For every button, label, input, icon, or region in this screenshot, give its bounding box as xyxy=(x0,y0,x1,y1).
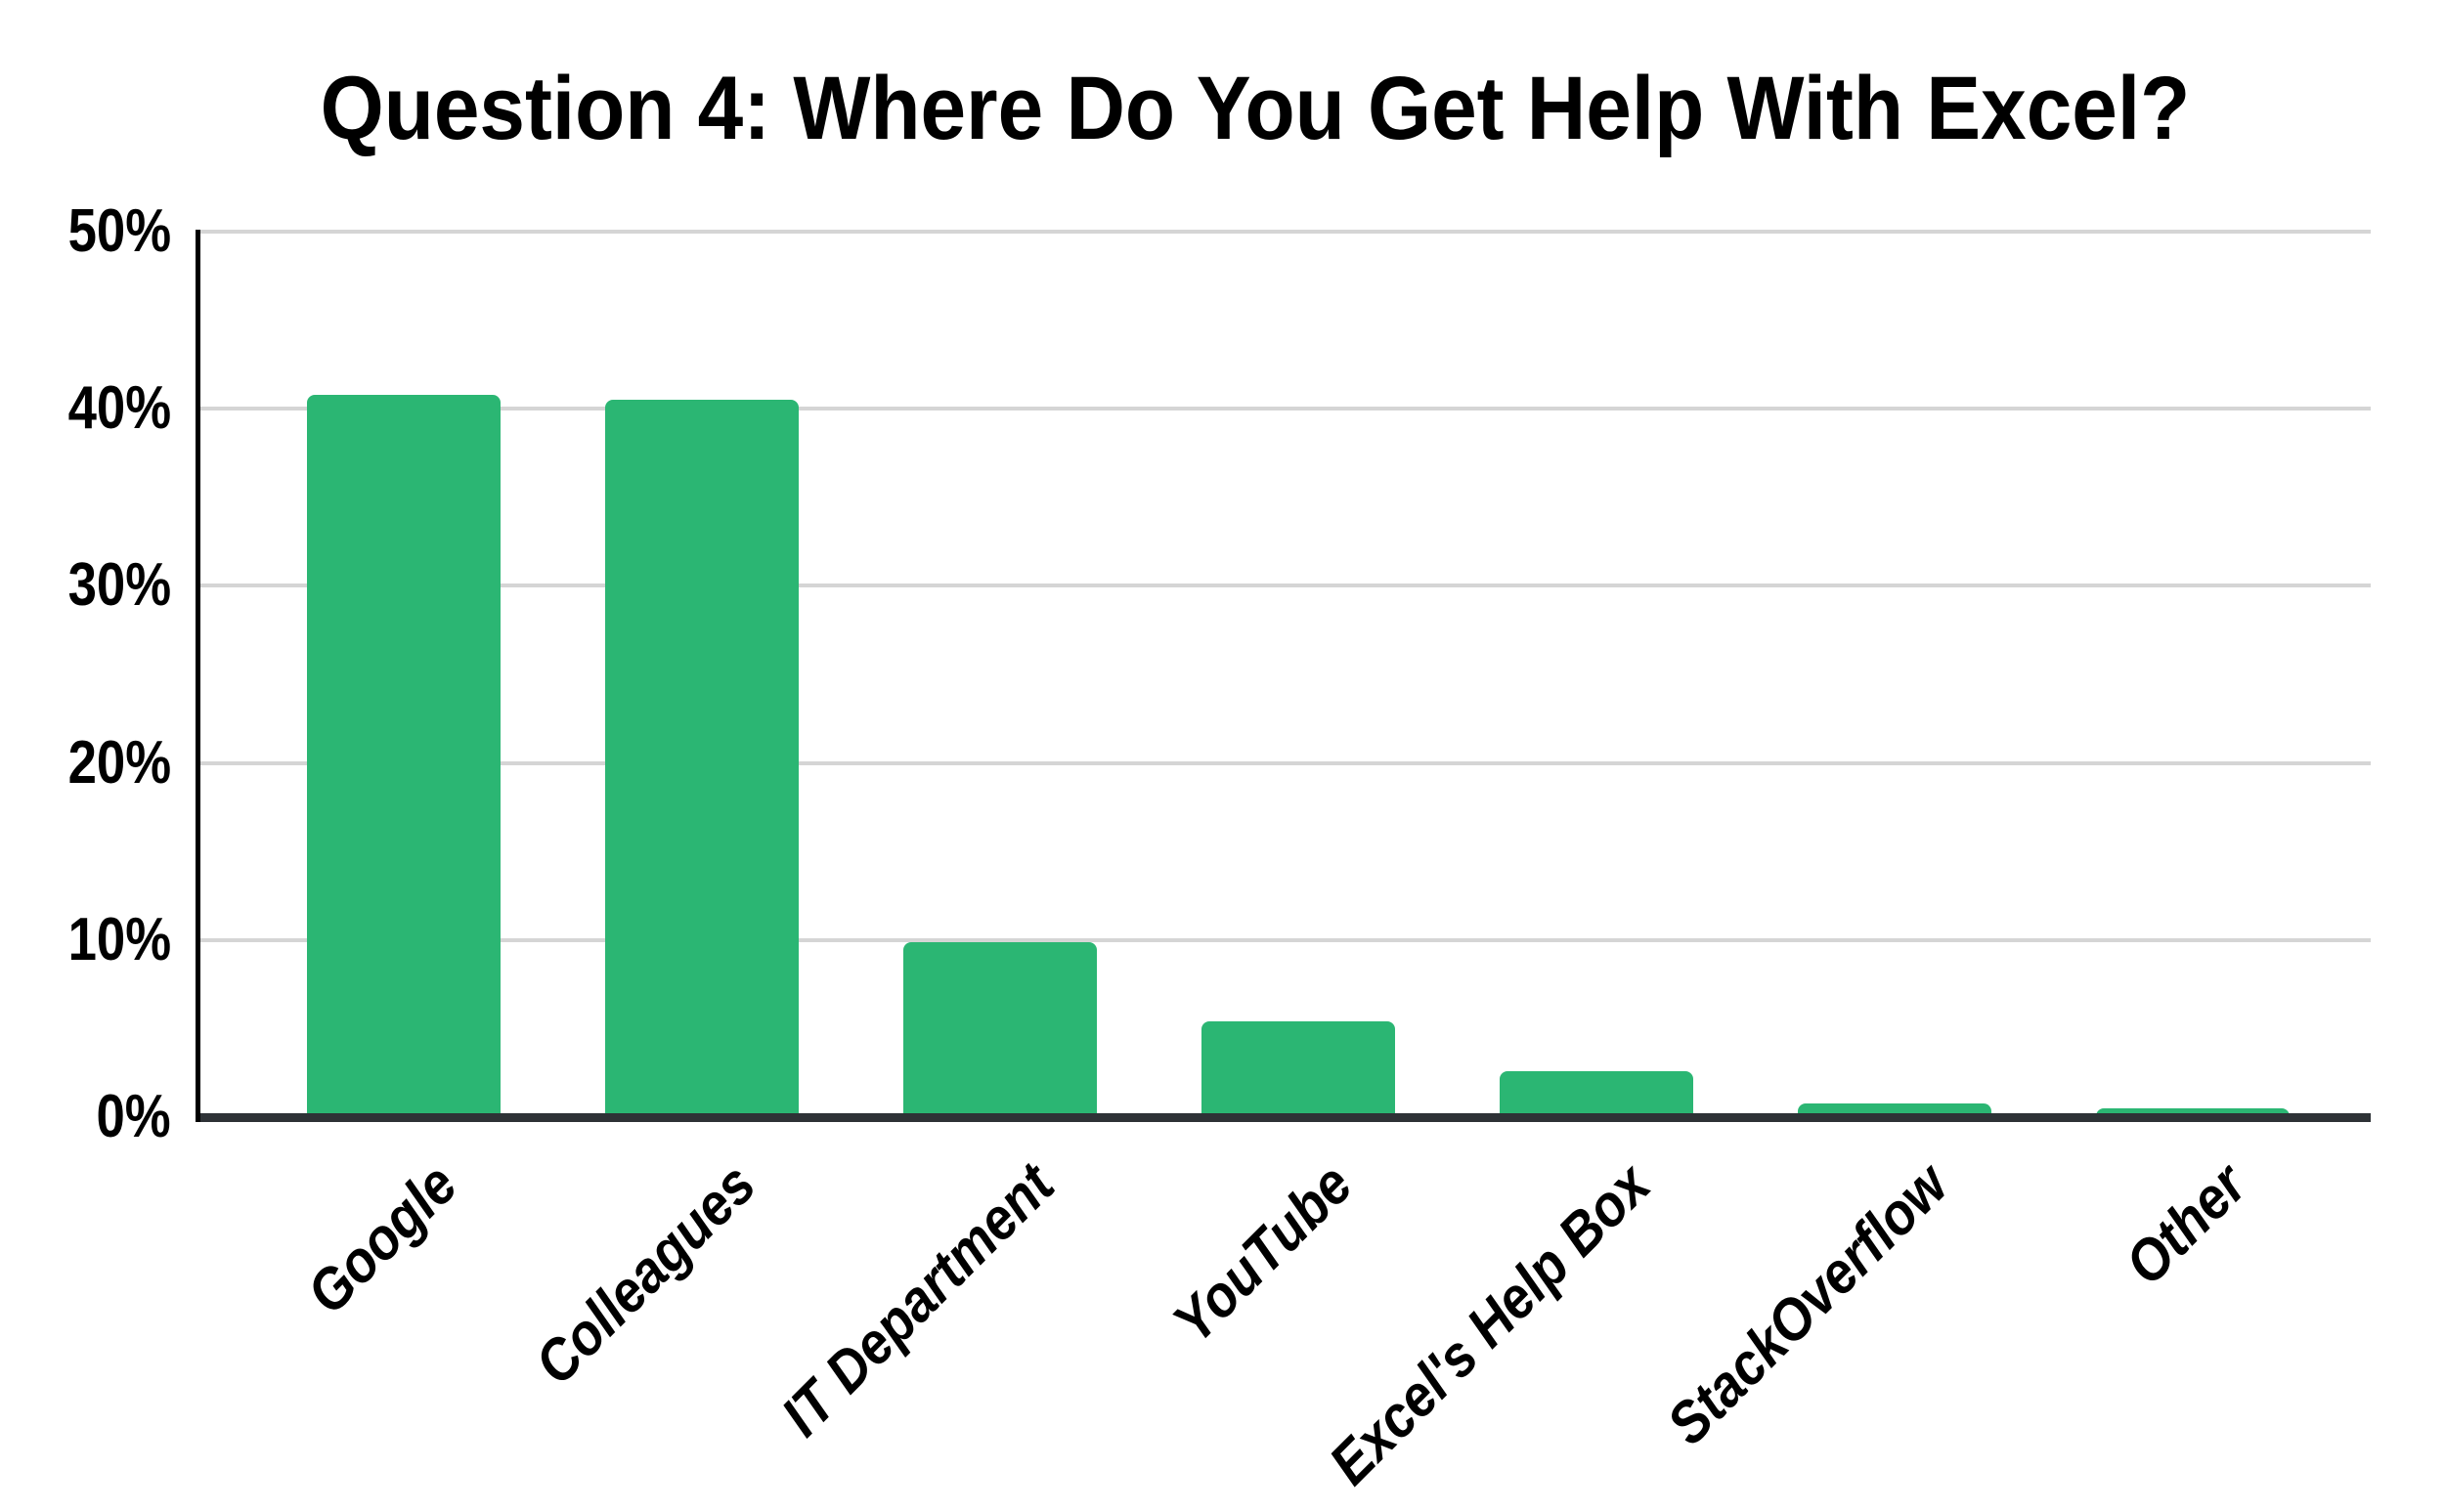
bar-excel-s-help-box xyxy=(1500,1071,1693,1121)
y-axis-line xyxy=(196,230,200,1122)
y-axis-tick-20: 20% xyxy=(0,728,171,799)
x-axis-line xyxy=(196,1113,2371,1122)
x-axis-label-stackoverflow: StackOverflow xyxy=(1654,1150,1961,1457)
bar-colleagues xyxy=(605,400,799,1121)
gridline-50 xyxy=(196,230,2371,234)
y-axis-tick-label-0: 0% xyxy=(96,1083,171,1150)
bar-it-department xyxy=(903,942,1097,1121)
gridline-20 xyxy=(196,760,2371,765)
y-axis-tick-label-20: 20% xyxy=(67,728,171,797)
y-axis-tick-0: 0% xyxy=(0,1082,171,1152)
x-axis-label-other: Other xyxy=(2113,1150,2259,1298)
y-axis-tick-30: 30% xyxy=(0,550,171,621)
chart-title-text: Question 4: Where Do You Get Help With E… xyxy=(320,59,2190,158)
chart-title: Question 4: Where Do You Get Help With E… xyxy=(65,57,2445,160)
y-axis-tick-50: 50% xyxy=(0,196,171,267)
bar-google xyxy=(307,395,501,1121)
y-axis-tick-10: 10% xyxy=(0,905,171,975)
x-axis-label-google: Google xyxy=(294,1150,470,1326)
gridline-10 xyxy=(196,937,2371,942)
bar-youtube xyxy=(1201,1021,1395,1121)
y-axis-tick-label-30: 30% xyxy=(67,551,171,620)
x-axis-label-colleagues: Colleagues xyxy=(522,1150,768,1397)
x-axis-label-it-department: IT Department xyxy=(768,1150,1067,1448)
x-axis-label-excel-s-help-box: Excel's Help Box xyxy=(1316,1150,1663,1497)
y-axis-tick-label-40: 40% xyxy=(67,374,171,443)
y-axis-tick-label-50: 50% xyxy=(67,197,171,265)
x-axis-label-youtube: YouTube xyxy=(1159,1150,1365,1356)
gridline-30 xyxy=(196,583,2371,588)
y-axis-tick-40: 40% xyxy=(0,373,171,444)
y-axis-tick-label-10: 10% xyxy=(67,905,171,973)
gridline-40 xyxy=(196,407,2371,411)
